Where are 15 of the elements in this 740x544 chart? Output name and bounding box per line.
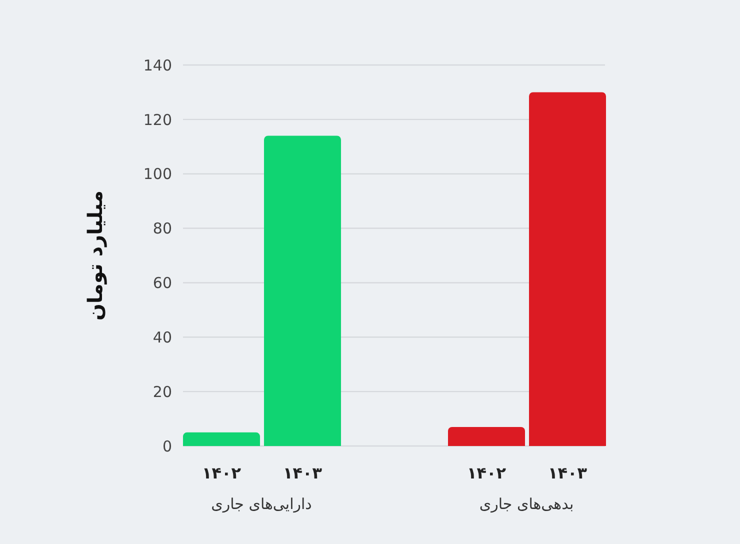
series-label: ۱۴۰۳: [282, 464, 322, 482]
y-tick-label: 80: [152, 220, 172, 238]
x-tick-label: بدهی‌های جاری: [479, 495, 574, 513]
y-tick-label: 0: [162, 437, 172, 456]
x-tick-label: دارایی‌های جاری: [211, 495, 312, 513]
text: ۱۴۰۳: [548, 464, 588, 482]
y-tick-label: 60: [152, 274, 172, 292]
series-label: ۱۴۰۲: [202, 464, 242, 482]
y-tick-label: 120: [143, 110, 172, 129]
y-axis-title: میلیارد تومان: [83, 190, 107, 321]
y-tick-label: 20: [152, 382, 172, 401]
text: ۱۴۰۲: [466, 464, 506, 482]
y-tick-label: 140: [143, 56, 172, 74]
y-tick-label: 40: [152, 328, 172, 346]
y-tick-label: 100: [143, 165, 172, 184]
